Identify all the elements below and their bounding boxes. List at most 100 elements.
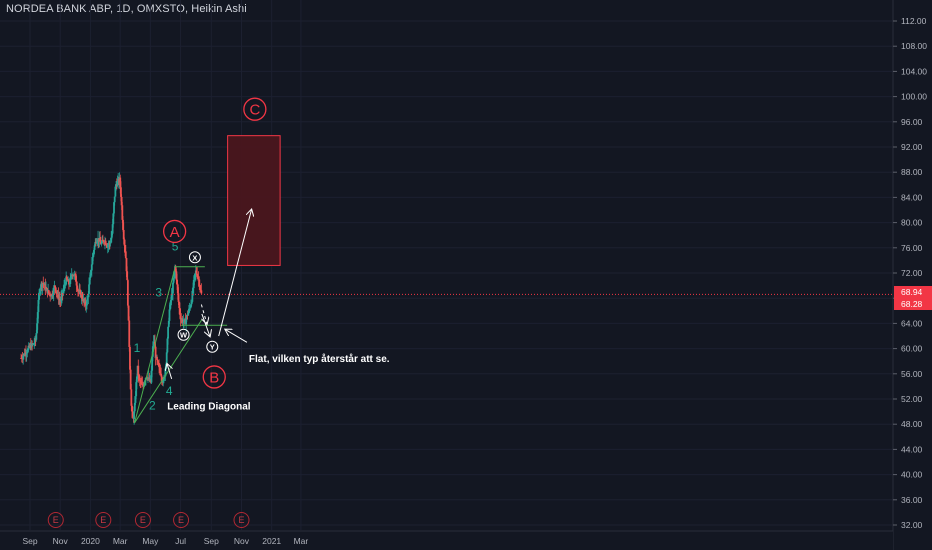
- candle-body: [105, 244, 108, 246]
- candle-body: [70, 275, 72, 278]
- wave-circle: [202, 365, 226, 389]
- candle-body: [99, 241, 102, 245]
- time-tick-label: 2021: [262, 536, 281, 546]
- candle-body: [154, 346, 157, 359]
- candle-body: [33, 342, 36, 344]
- candle-body: [126, 280, 129, 306]
- candle-body: [167, 320, 170, 327]
- last-price-badge: [894, 286, 932, 298]
- candle-body: [196, 273, 199, 278]
- chart-labels: 1 2 3 4 5A B C X W Y Leading Diagonal Flat, vilken …: [134, 97, 390, 413]
- candle-body: [79, 290, 81, 292]
- time-tick-label: Sep: [204, 536, 219, 546]
- candle-body: [103, 242, 106, 243]
- price-tick-label: 104.00: [901, 66, 927, 76]
- price-axis-bg: [893, 0, 932, 550]
- candle-body: [63, 284, 66, 286]
- time-tick-label: May: [142, 536, 159, 546]
- earnings-marker: [233, 512, 250, 528]
- candle-body: [169, 302, 172, 310]
- candle-body: [185, 315, 188, 320]
- candle-body: [140, 382, 143, 384]
- candle-body: [116, 181, 119, 187]
- candle-body: [125, 258, 128, 272]
- price-tick-label: 56.00: [901, 369, 923, 379]
- wave-circle-small-label: X: [192, 253, 197, 262]
- candle-body: [134, 396, 137, 403]
- candle-body: [187, 308, 190, 313]
- price-tick-label: 100.00: [901, 92, 927, 102]
- candle-body: [175, 271, 178, 280]
- candle-body: [178, 301, 181, 308]
- candle-body: [124, 245, 126, 252]
- candle-body: [38, 290, 41, 294]
- candle-body: [123, 239, 126, 246]
- price-tick-label: 92.00: [901, 142, 923, 152]
- last-price-label: 68.94: [901, 287, 923, 297]
- candle-body: [52, 287, 55, 295]
- candle-body: [141, 383, 144, 385]
- candle-body: [32, 343, 35, 345]
- candle-body: [188, 307, 191, 309]
- price-tick-label: 36.00: [901, 495, 923, 505]
- candle-body: [133, 411, 136, 419]
- price-tick-label: 64.00: [901, 318, 923, 328]
- time-tick-label: Mar: [113, 536, 128, 546]
- candle-body: [90, 270, 93, 273]
- wave-label: 1: [134, 341, 141, 355]
- candle-body: [86, 297, 89, 300]
- candle-body: [166, 338, 169, 353]
- candle-body: [81, 294, 84, 299]
- candle-body: [89, 272, 92, 279]
- earnings-marker-label: E: [238, 515, 244, 525]
- candle-body: [157, 361, 160, 366]
- candle-body: [87, 293, 90, 298]
- candle-body: [156, 359, 159, 362]
- candle-body: [21, 358, 24, 360]
- candle-body: [61, 293, 63, 298]
- candle-body: [109, 242, 112, 244]
- candle-body: [65, 276, 68, 280]
- candle-body: [74, 274, 77, 282]
- candle-body: [22, 355, 25, 359]
- candle-body: [120, 196, 123, 206]
- candle-body: [124, 251, 127, 259]
- candle-body: [191, 290, 194, 302]
- candle-body: [133, 402, 136, 412]
- candle-body: [36, 323, 38, 334]
- candle-body: [135, 382, 138, 397]
- earnings-marker: [173, 512, 190, 528]
- wave-label: 5: [172, 239, 179, 253]
- price-tick-label: 112.00: [901, 16, 927, 26]
- candle-body: [176, 284, 179, 294]
- candle-body: [68, 280, 70, 285]
- candle-body: [47, 290, 50, 294]
- candle-body: [121, 205, 124, 220]
- candle-body: [162, 380, 165, 383]
- candle-body: [164, 368, 167, 377]
- candle-body: [167, 326, 169, 339]
- wave-label: 3: [155, 285, 162, 299]
- price-tick-label: 76.00: [901, 243, 923, 253]
- candle-body: [187, 312, 190, 316]
- wave-circle-label: C: [249, 102, 260, 119]
- candle-body: [138, 378, 141, 381]
- arrow: [218, 210, 252, 337]
- candle-body: [148, 377, 151, 381]
- candle-body: [113, 196, 116, 203]
- price-tick-label: 52.00: [901, 394, 923, 404]
- candle-body: [137, 365, 140, 376]
- candle-body: [61, 293, 64, 294]
- trendline: [134, 269, 176, 424]
- candle-body: [158, 367, 161, 371]
- candle-body: [83, 299, 86, 302]
- price-tick-label: 96.00: [901, 117, 923, 127]
- candle-body: [151, 356, 154, 371]
- candle-body: [200, 290, 203, 294]
- candle-body: [37, 299, 40, 313]
- wave-circle: [243, 97, 267, 121]
- candle-body: [170, 294, 173, 301]
- price-tick-label: 108.00: [901, 41, 927, 51]
